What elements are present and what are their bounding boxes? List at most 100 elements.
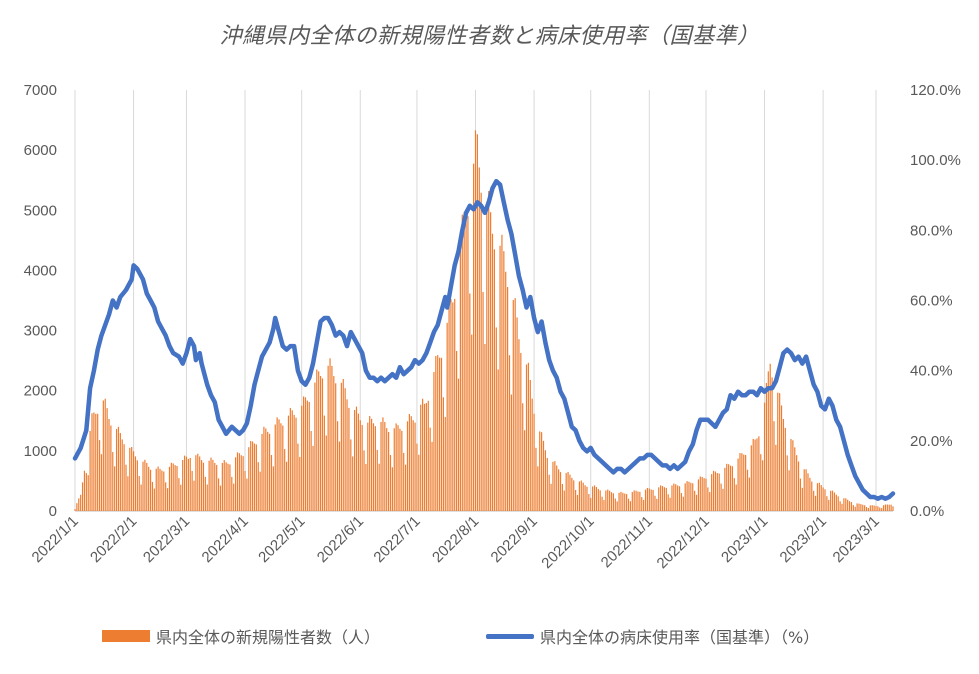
bar-84 xyxy=(233,483,235,511)
bar-194 xyxy=(440,357,443,511)
bar-409 xyxy=(847,499,849,511)
bar-223 xyxy=(495,327,497,511)
bar-48 xyxy=(165,482,167,511)
bar-151 xyxy=(359,420,361,511)
y-left-tick-0: 0 xyxy=(49,503,57,520)
bar-142 xyxy=(342,378,344,511)
bar-123 xyxy=(306,400,308,511)
bar-117 xyxy=(295,417,297,511)
bar-132 xyxy=(323,415,325,511)
bar-94 xyxy=(251,441,254,511)
bar-293 xyxy=(627,498,630,511)
bar-222 xyxy=(493,249,495,511)
bar-12 xyxy=(97,413,99,511)
bar-79 xyxy=(223,460,225,511)
bar-58 xyxy=(183,455,186,511)
bar-193 xyxy=(439,357,441,511)
bar-353 xyxy=(741,453,743,511)
bar-74 xyxy=(214,462,216,511)
bar-310 xyxy=(660,485,662,511)
bar-47 xyxy=(163,471,165,511)
bar-104 xyxy=(270,455,273,511)
bar-388 xyxy=(807,473,809,511)
bar-304 xyxy=(648,488,650,511)
bar-297 xyxy=(635,490,637,511)
bar-60 xyxy=(187,458,189,511)
bar-63 xyxy=(193,480,195,511)
bar-414 xyxy=(856,503,858,511)
bar-227 xyxy=(503,251,505,511)
bar-423 xyxy=(873,505,875,511)
bar-86 xyxy=(236,452,239,511)
bar-420 xyxy=(867,508,870,511)
bar-145 xyxy=(348,407,350,511)
bar-46 xyxy=(161,470,163,511)
y-left-tick-7: 7000 xyxy=(24,82,57,99)
bar-226 xyxy=(501,234,503,511)
bar-362 xyxy=(758,436,760,511)
bar-42 xyxy=(153,488,155,511)
bar-370 xyxy=(773,421,775,511)
bar-395 xyxy=(820,485,822,511)
bar-199 xyxy=(450,299,452,511)
bar-290 xyxy=(622,492,624,511)
bar-5 xyxy=(83,470,86,511)
bar-161 xyxy=(378,463,380,511)
bar-156 xyxy=(369,416,371,511)
bar-51 xyxy=(170,462,172,511)
bar-216 xyxy=(482,292,484,511)
bar-240 xyxy=(527,362,529,511)
bar-307 xyxy=(654,495,656,511)
bar-134 xyxy=(327,365,329,511)
bar-149 xyxy=(355,406,358,511)
bar-186 xyxy=(425,403,427,511)
bar-303 xyxy=(646,487,649,511)
bar-139 xyxy=(336,421,339,511)
bar-163 xyxy=(382,417,384,511)
bar-374 xyxy=(780,405,783,511)
bar-425 xyxy=(877,506,879,511)
bar-40 xyxy=(149,469,152,511)
bar-19 xyxy=(110,425,112,511)
bar-69 xyxy=(204,476,206,511)
x-tick-14: 2023/3/1 xyxy=(830,513,883,566)
bar-21 xyxy=(114,466,116,511)
bar-73 xyxy=(212,459,214,511)
bar-421 xyxy=(869,505,871,511)
bar-158 xyxy=(372,423,375,511)
bar-417 xyxy=(862,504,864,511)
bar-262 xyxy=(569,474,571,511)
bar-405 xyxy=(839,501,841,511)
bar-54 xyxy=(176,465,178,511)
bar-287 xyxy=(616,501,618,511)
bar-355 xyxy=(745,455,747,511)
bar-25 xyxy=(121,439,123,511)
bar-157 xyxy=(370,418,373,511)
bar-78 xyxy=(221,462,223,511)
bar-322 xyxy=(682,496,684,511)
bar-408 xyxy=(845,498,847,511)
bar-284 xyxy=(610,492,613,511)
bar-315 xyxy=(669,497,671,511)
bar-301 xyxy=(643,499,645,511)
bar-372 xyxy=(777,392,779,511)
bar-148 xyxy=(353,409,356,511)
legend-line-swatch xyxy=(486,633,534,639)
bar-358 xyxy=(750,445,752,511)
bar-382 xyxy=(796,455,798,511)
y-right-tick-1: 20.0% xyxy=(910,433,953,450)
bar-241 xyxy=(529,380,531,511)
bar-105 xyxy=(272,466,274,511)
bar-178 xyxy=(410,416,412,511)
bar-296 xyxy=(633,490,635,511)
bar-326 xyxy=(690,482,692,511)
bar-361 xyxy=(756,438,758,511)
bar-137 xyxy=(333,376,335,511)
bar-431 xyxy=(888,504,890,511)
bar-131 xyxy=(321,378,324,511)
bar-33 xyxy=(136,460,138,511)
bar-271 xyxy=(586,486,588,511)
bar-283 xyxy=(609,490,611,511)
bar-38 xyxy=(146,462,148,511)
